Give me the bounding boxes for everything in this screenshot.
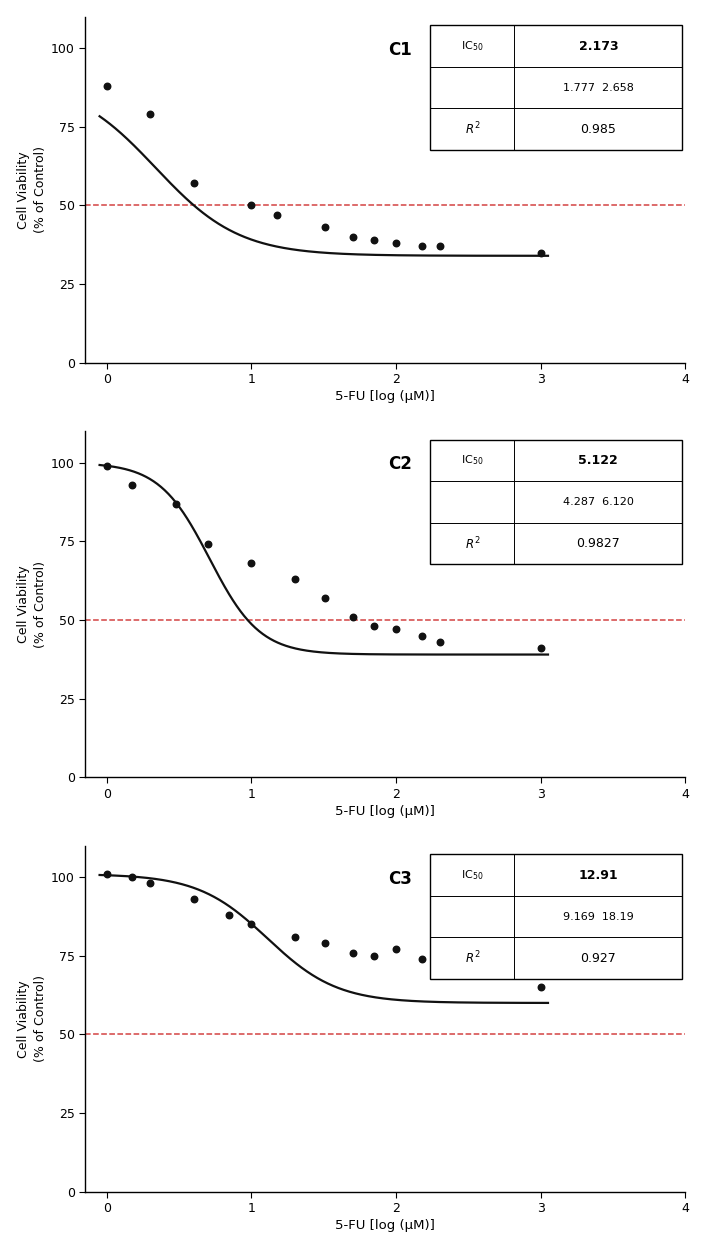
Text: 4.287  6.120: 4.287 6.120 <box>563 497 634 507</box>
Point <box>416 949 427 969</box>
Point <box>145 104 156 124</box>
Text: 1.777  2.658: 1.777 2.658 <box>563 82 634 92</box>
Point <box>289 927 301 947</box>
Y-axis label: Cell Viability
(% of Control): Cell Viability (% of Control) <box>17 975 47 1062</box>
Point <box>368 945 379 965</box>
Point <box>368 230 379 250</box>
Text: 5.122: 5.122 <box>578 455 618 467</box>
Point <box>246 195 257 215</box>
Point <box>347 607 358 627</box>
Text: C1: C1 <box>388 41 412 59</box>
Text: $R^2$: $R^2$ <box>465 949 480 967</box>
Text: $R^2$: $R^2$ <box>465 121 480 137</box>
Point <box>289 570 301 590</box>
Point <box>319 588 330 608</box>
Text: $R^2$: $R^2$ <box>465 536 480 552</box>
Point <box>271 205 282 225</box>
X-axis label: 5-FU [log (μM)]: 5-FU [log (μM)] <box>335 804 435 818</box>
Point <box>246 553 257 573</box>
Point <box>189 889 200 909</box>
Text: 2.173: 2.173 <box>578 40 618 52</box>
Point <box>170 493 181 513</box>
Text: IC$_{50}$: IC$_{50}$ <box>461 39 484 52</box>
Point <box>390 620 402 639</box>
Point <box>535 638 546 658</box>
Text: IC$_{50}$: IC$_{50}$ <box>461 453 484 467</box>
Point <box>189 174 200 194</box>
Point <box>368 616 379 636</box>
Point <box>319 933 330 953</box>
Point <box>126 867 138 887</box>
Point <box>434 945 445 965</box>
Point <box>434 632 445 652</box>
Point <box>145 873 156 893</box>
Text: 9.169  18.19: 9.169 18.19 <box>563 912 634 922</box>
Text: C2: C2 <box>388 456 412 473</box>
Point <box>101 456 112 476</box>
Point <box>126 475 138 495</box>
Text: IC$_{50}$: IC$_{50}$ <box>461 868 484 882</box>
Point <box>101 864 112 884</box>
Point <box>203 535 214 555</box>
Point <box>434 236 445 256</box>
Bar <box>430 440 683 565</box>
Bar <box>430 854 683 979</box>
Text: 0.985: 0.985 <box>580 122 616 136</box>
Point <box>390 939 402 959</box>
Point <box>101 76 112 96</box>
Point <box>246 914 257 934</box>
Text: 12.91: 12.91 <box>578 868 618 882</box>
Point <box>416 626 427 646</box>
Point <box>535 977 546 997</box>
Text: 0.927: 0.927 <box>580 952 616 964</box>
Y-axis label: Cell Viability
(% of Control): Cell Viability (% of Control) <box>17 146 47 234</box>
Bar <box>430 25 683 150</box>
Text: C3: C3 <box>388 869 412 888</box>
Point <box>347 227 358 247</box>
X-axis label: 5-FU [log (μM)]: 5-FU [log (μM)] <box>335 391 435 403</box>
Text: 0.9827: 0.9827 <box>577 537 621 550</box>
Point <box>535 242 546 262</box>
Y-axis label: Cell Viability
(% of Control): Cell Viability (% of Control) <box>17 561 47 648</box>
X-axis label: 5-FU [log (μM)]: 5-FU [log (μM)] <box>335 1219 435 1233</box>
Point <box>223 904 234 924</box>
Point <box>319 217 330 237</box>
Point <box>347 943 358 963</box>
Point <box>416 236 427 256</box>
Point <box>390 234 402 254</box>
